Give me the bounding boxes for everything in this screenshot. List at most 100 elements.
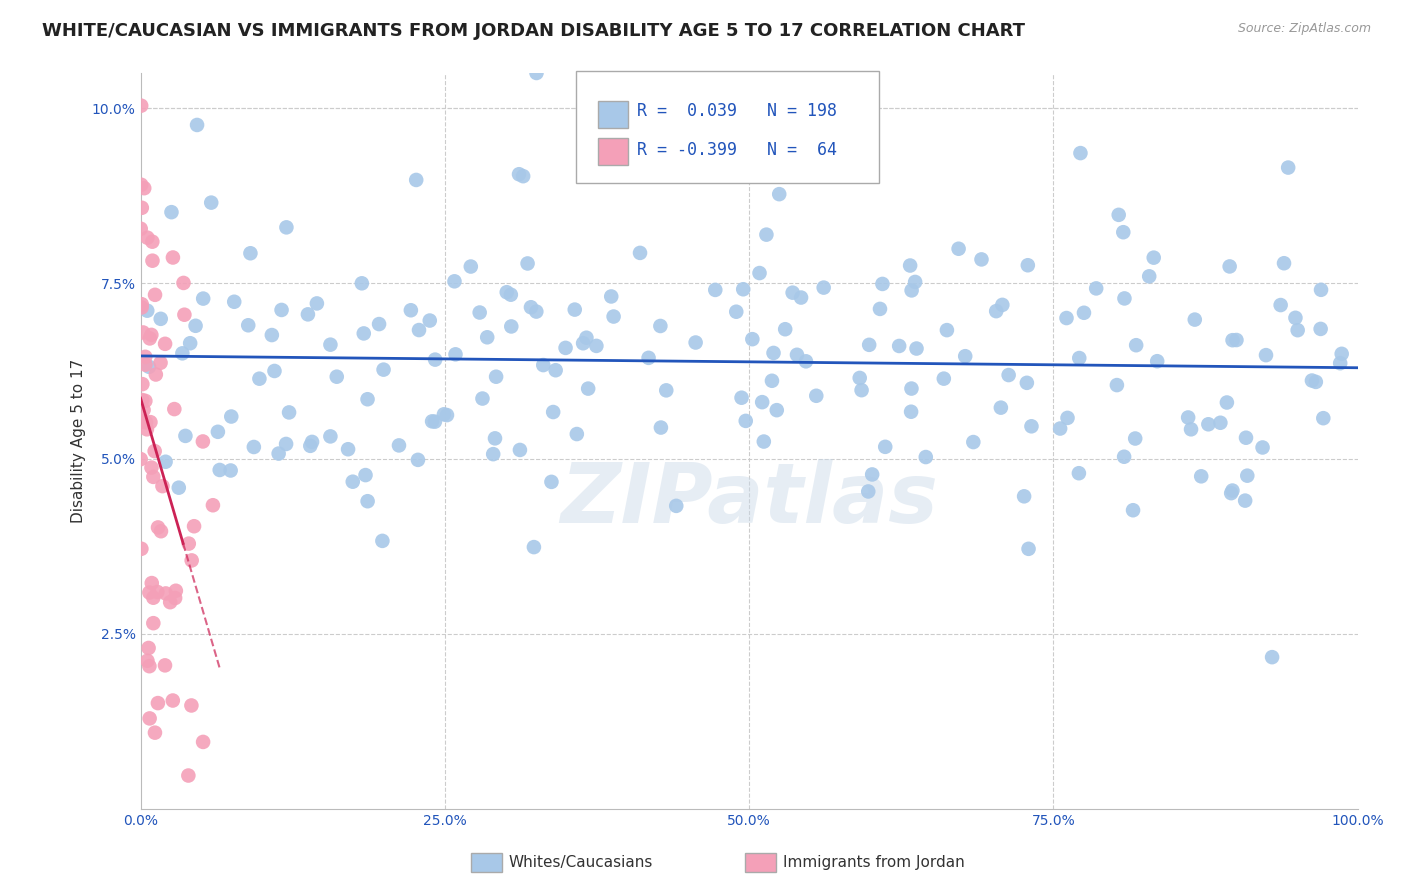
Point [953, 349, 976, 363]
Point [948, 242, 970, 256]
Point [725, 304, 748, 318]
Y-axis label: Disability Age 5 to 17: Disability Age 5 to 17 [72, 359, 86, 523]
Point [1067, 467, 1090, 481]
Point [207, 425, 229, 439]
Point [152, 479, 174, 493]
Point [436, 408, 458, 422]
Point [752, 434, 775, 449]
Point [516, 256, 538, 270]
Point [131, 541, 153, 556]
Point [143, 444, 166, 458]
Point [129, 98, 152, 112]
Point [200, 195, 222, 210]
Point [368, 317, 391, 331]
Point [163, 402, 186, 417]
Point [444, 347, 467, 361]
Point [278, 405, 301, 419]
Point [495, 285, 517, 300]
Point [1021, 419, 1043, 434]
Point [794, 354, 817, 368]
Text: ZIPatlas: ZIPatlas [560, 459, 938, 541]
Point [155, 586, 177, 600]
Point [773, 322, 796, 336]
Point [180, 698, 202, 713]
Point [406, 453, 429, 467]
Point [159, 595, 181, 609]
Point [986, 304, 1008, 318]
Point [526, 66, 548, 80]
Point [1305, 375, 1327, 389]
Point [180, 553, 202, 567]
Point [813, 280, 835, 294]
Point [932, 371, 955, 385]
Point [165, 591, 187, 605]
Point [162, 693, 184, 707]
Point [1330, 347, 1353, 361]
Point [650, 420, 672, 434]
Point [145, 368, 167, 382]
Point [219, 409, 242, 424]
Point [730, 391, 752, 405]
Point [146, 520, 169, 534]
Point [554, 341, 576, 355]
Point [443, 274, 465, 288]
Point [219, 463, 242, 477]
Point [356, 392, 378, 407]
Point [1284, 310, 1306, 325]
Point [162, 251, 184, 265]
Point [142, 470, 165, 484]
Point [997, 368, 1019, 382]
Point [540, 475, 562, 489]
Point [1056, 311, 1078, 326]
Point [1236, 468, 1258, 483]
Point [1209, 416, 1232, 430]
Point [138, 640, 160, 655]
Point [388, 438, 411, 452]
Point [748, 266, 770, 280]
Point [193, 292, 215, 306]
Point [755, 227, 778, 242]
Point [142, 616, 165, 631]
Point [1220, 486, 1243, 500]
Point [905, 342, 928, 356]
Point [141, 460, 163, 475]
Point [501, 319, 523, 334]
Point [153, 658, 176, 673]
Point [1270, 298, 1292, 312]
Point [751, 395, 773, 409]
Point [149, 356, 172, 370]
Point [155, 455, 177, 469]
Point [541, 405, 564, 419]
Point [990, 401, 1012, 415]
Point [904, 275, 927, 289]
Point [138, 585, 160, 599]
Point [858, 484, 880, 499]
Point [342, 475, 364, 489]
Point [354, 468, 377, 483]
Point [1049, 421, 1071, 435]
Point [1329, 356, 1351, 370]
Point [935, 323, 957, 337]
Point [141, 253, 163, 268]
Point [1017, 258, 1039, 272]
Point [319, 337, 342, 351]
Point [408, 323, 430, 337]
Point [914, 450, 936, 464]
Point [177, 768, 200, 782]
Point [399, 303, 422, 318]
Point [1056, 410, 1078, 425]
Point [131, 377, 153, 392]
Point [1312, 411, 1334, 425]
Point [637, 351, 659, 365]
Text: Immigrants from Jordan: Immigrants from Jordan [783, 855, 965, 870]
Point [131, 414, 153, 428]
Point [512, 169, 534, 184]
Point [420, 414, 443, 428]
Point [141, 327, 163, 342]
Point [765, 403, 787, 417]
Point [131, 301, 153, 315]
Point [139, 415, 162, 429]
Point [898, 259, 921, 273]
Point [1085, 281, 1108, 295]
Point [326, 369, 349, 384]
